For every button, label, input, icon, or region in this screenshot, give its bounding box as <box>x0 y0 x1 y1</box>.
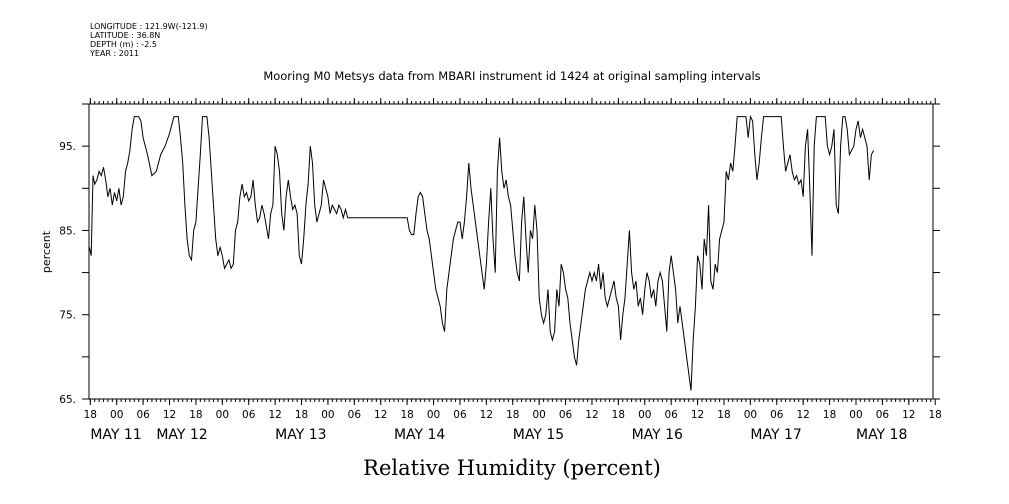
x-hour-tick-label: 18 <box>295 409 308 421</box>
y-axis-label: percent <box>40 230 53 273</box>
x-hour-tick-label: 12 <box>585 409 598 421</box>
axis-ticks <box>82 98 940 405</box>
x-hour-tick-label: 18 <box>84 409 97 421</box>
y-tick-label: 75. <box>59 310 76 322</box>
x-hour-tick-label: 12 <box>480 409 493 421</box>
x-hour-tick-label: 06 <box>770 409 784 421</box>
x-hour-tick-label: 06 <box>559 409 573 421</box>
x-hour-tick-label: 00 <box>849 409 862 421</box>
x-date-label: MAY 16 <box>632 427 683 443</box>
x-date-label: MAY 14 <box>394 427 445 443</box>
series-line <box>88 114 875 391</box>
depth-label: DEPTH (m) : -2.5 <box>90 40 157 49</box>
x-date-label: MAY 11 <box>90 427 141 443</box>
x-hour-tick-label: 18 <box>189 409 202 421</box>
x-date-label: MAY 17 <box>750 427 801 443</box>
x-hour-tick-label: 00 <box>638 409 651 421</box>
x-date-label: MAY 12 <box>156 427 207 443</box>
x-hour-tick-label: 18 <box>506 409 519 421</box>
y-tick-label: 85. <box>59 225 76 237</box>
y-tick-label: 95. <box>59 141 76 153</box>
x-hour-tick-label: 06 <box>876 409 890 421</box>
x-hour-tick-label: 00 <box>532 409 545 421</box>
x-date-label: MAY 18 <box>856 427 907 443</box>
y-tick-label: 65. <box>59 394 76 406</box>
x-hour-tick-label: 12 <box>902 409 915 421</box>
longitude-label: LONGITUDE : 121.9W(-121.9) <box>90 22 208 31</box>
x-hour-tick-label: 12 <box>691 409 704 421</box>
metadata-block: LONGITUDE : 121.9W(-121.9) LATITUDE : 36… <box>90 22 208 58</box>
x-hour-tick-label: 18 <box>929 409 942 421</box>
plot-frame <box>88 103 934 400</box>
x-hour-tick-label: 06 <box>242 409 256 421</box>
latitude-label: LATITUDE : 36.8N <box>90 31 161 40</box>
x-hour-tick-label: 12 <box>163 409 176 421</box>
x-tick-labels: 18 00 06 12 18 00 06 12 18 00 06 12 18 00 06 12 18 00 06 12… <box>84 409 942 443</box>
x-hour-tick-label: 00 <box>110 409 123 421</box>
x-hour-tick-label: 00 <box>321 409 334 421</box>
x-date-label: MAY 15 <box>513 427 564 443</box>
x-hour-tick-label: 12 <box>268 409 281 421</box>
year-label: YEAR : 2011 <box>90 49 140 58</box>
x-hour-tick-label: 00 <box>744 409 757 421</box>
x-hour-tick-label: 06 <box>664 409 678 421</box>
x-hour-tick-label: 12 <box>797 409 810 421</box>
x-hour-tick-label: 18 <box>612 409 625 421</box>
x-hour-tick-label: 12 <box>374 409 387 421</box>
x-hour-tick-label: 00 <box>427 409 440 421</box>
x-hour-tick-label: 06 <box>136 409 150 421</box>
x-hour-tick-label: 06 <box>348 409 362 421</box>
x-hour-tick-label: 06 <box>453 409 467 421</box>
x-hour-tick-label: 18 <box>717 409 730 421</box>
x-axis-label: Relative Humidity (percent) <box>363 456 661 480</box>
x-hour-tick-label: 18 <box>400 409 413 421</box>
x-hour-tick-label: 00 <box>216 409 229 421</box>
chart-title: Mooring M0 Metsys data from MBARI instru… <box>263 69 760 83</box>
y-tick-labels: 65. 75. 85. 95. <box>59 141 76 406</box>
x-date-label: MAY 13 <box>275 427 326 443</box>
x-hour-tick-label: 18 <box>823 409 836 421</box>
